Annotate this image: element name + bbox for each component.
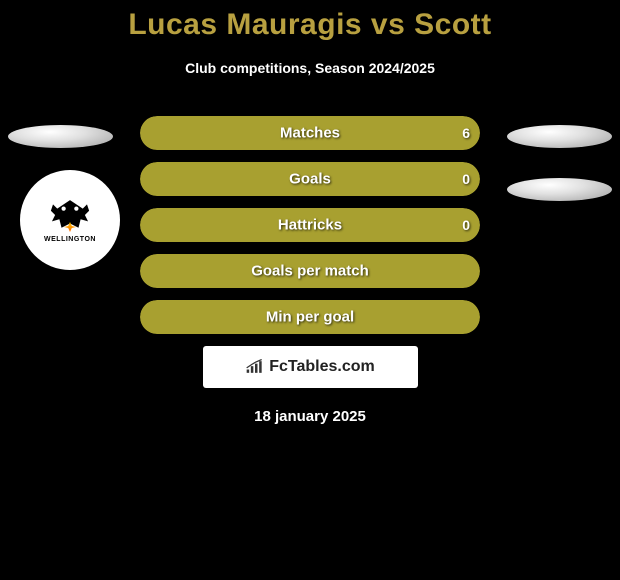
stat-row: Min per goal <box>140 300 480 334</box>
stat-value-right: 0 <box>462 171 470 187</box>
stat-value-right: 6 <box>462 125 470 141</box>
date-text: 18 january 2025 <box>0 408 620 425</box>
stat-value-right: 0 <box>462 217 470 233</box>
stat-label: Min per goal <box>140 309 480 326</box>
stat-label: Goals <box>140 171 480 188</box>
logo-text: FcTables.com <box>269 358 375 376</box>
stat-bars: Matches6Goals0Hattricks0Goals per matchM… <box>140 116 480 334</box>
stats-area: Matches6Goals0Hattricks0Goals per matchM… <box>0 116 620 425</box>
logo-box: FcTables.com <box>203 346 418 388</box>
main-container: Lucas Mauragis vs Scott Club competition… <box>0 0 620 425</box>
stat-row: Goals per match <box>140 254 480 288</box>
subtitle: Club competitions, Season 2024/2025 <box>0 60 620 76</box>
chart-icon <box>245 359 265 375</box>
page-title: Lucas Mauragis vs Scott <box>0 8 620 42</box>
stat-row: Hattricks0 <box>140 208 480 242</box>
stat-label: Goals per match <box>140 263 480 280</box>
stat-label: Matches <box>140 125 480 142</box>
stat-row: Matches6 <box>140 116 480 150</box>
stat-row: Goals0 <box>140 162 480 196</box>
stat-label: Hattricks <box>140 217 480 234</box>
